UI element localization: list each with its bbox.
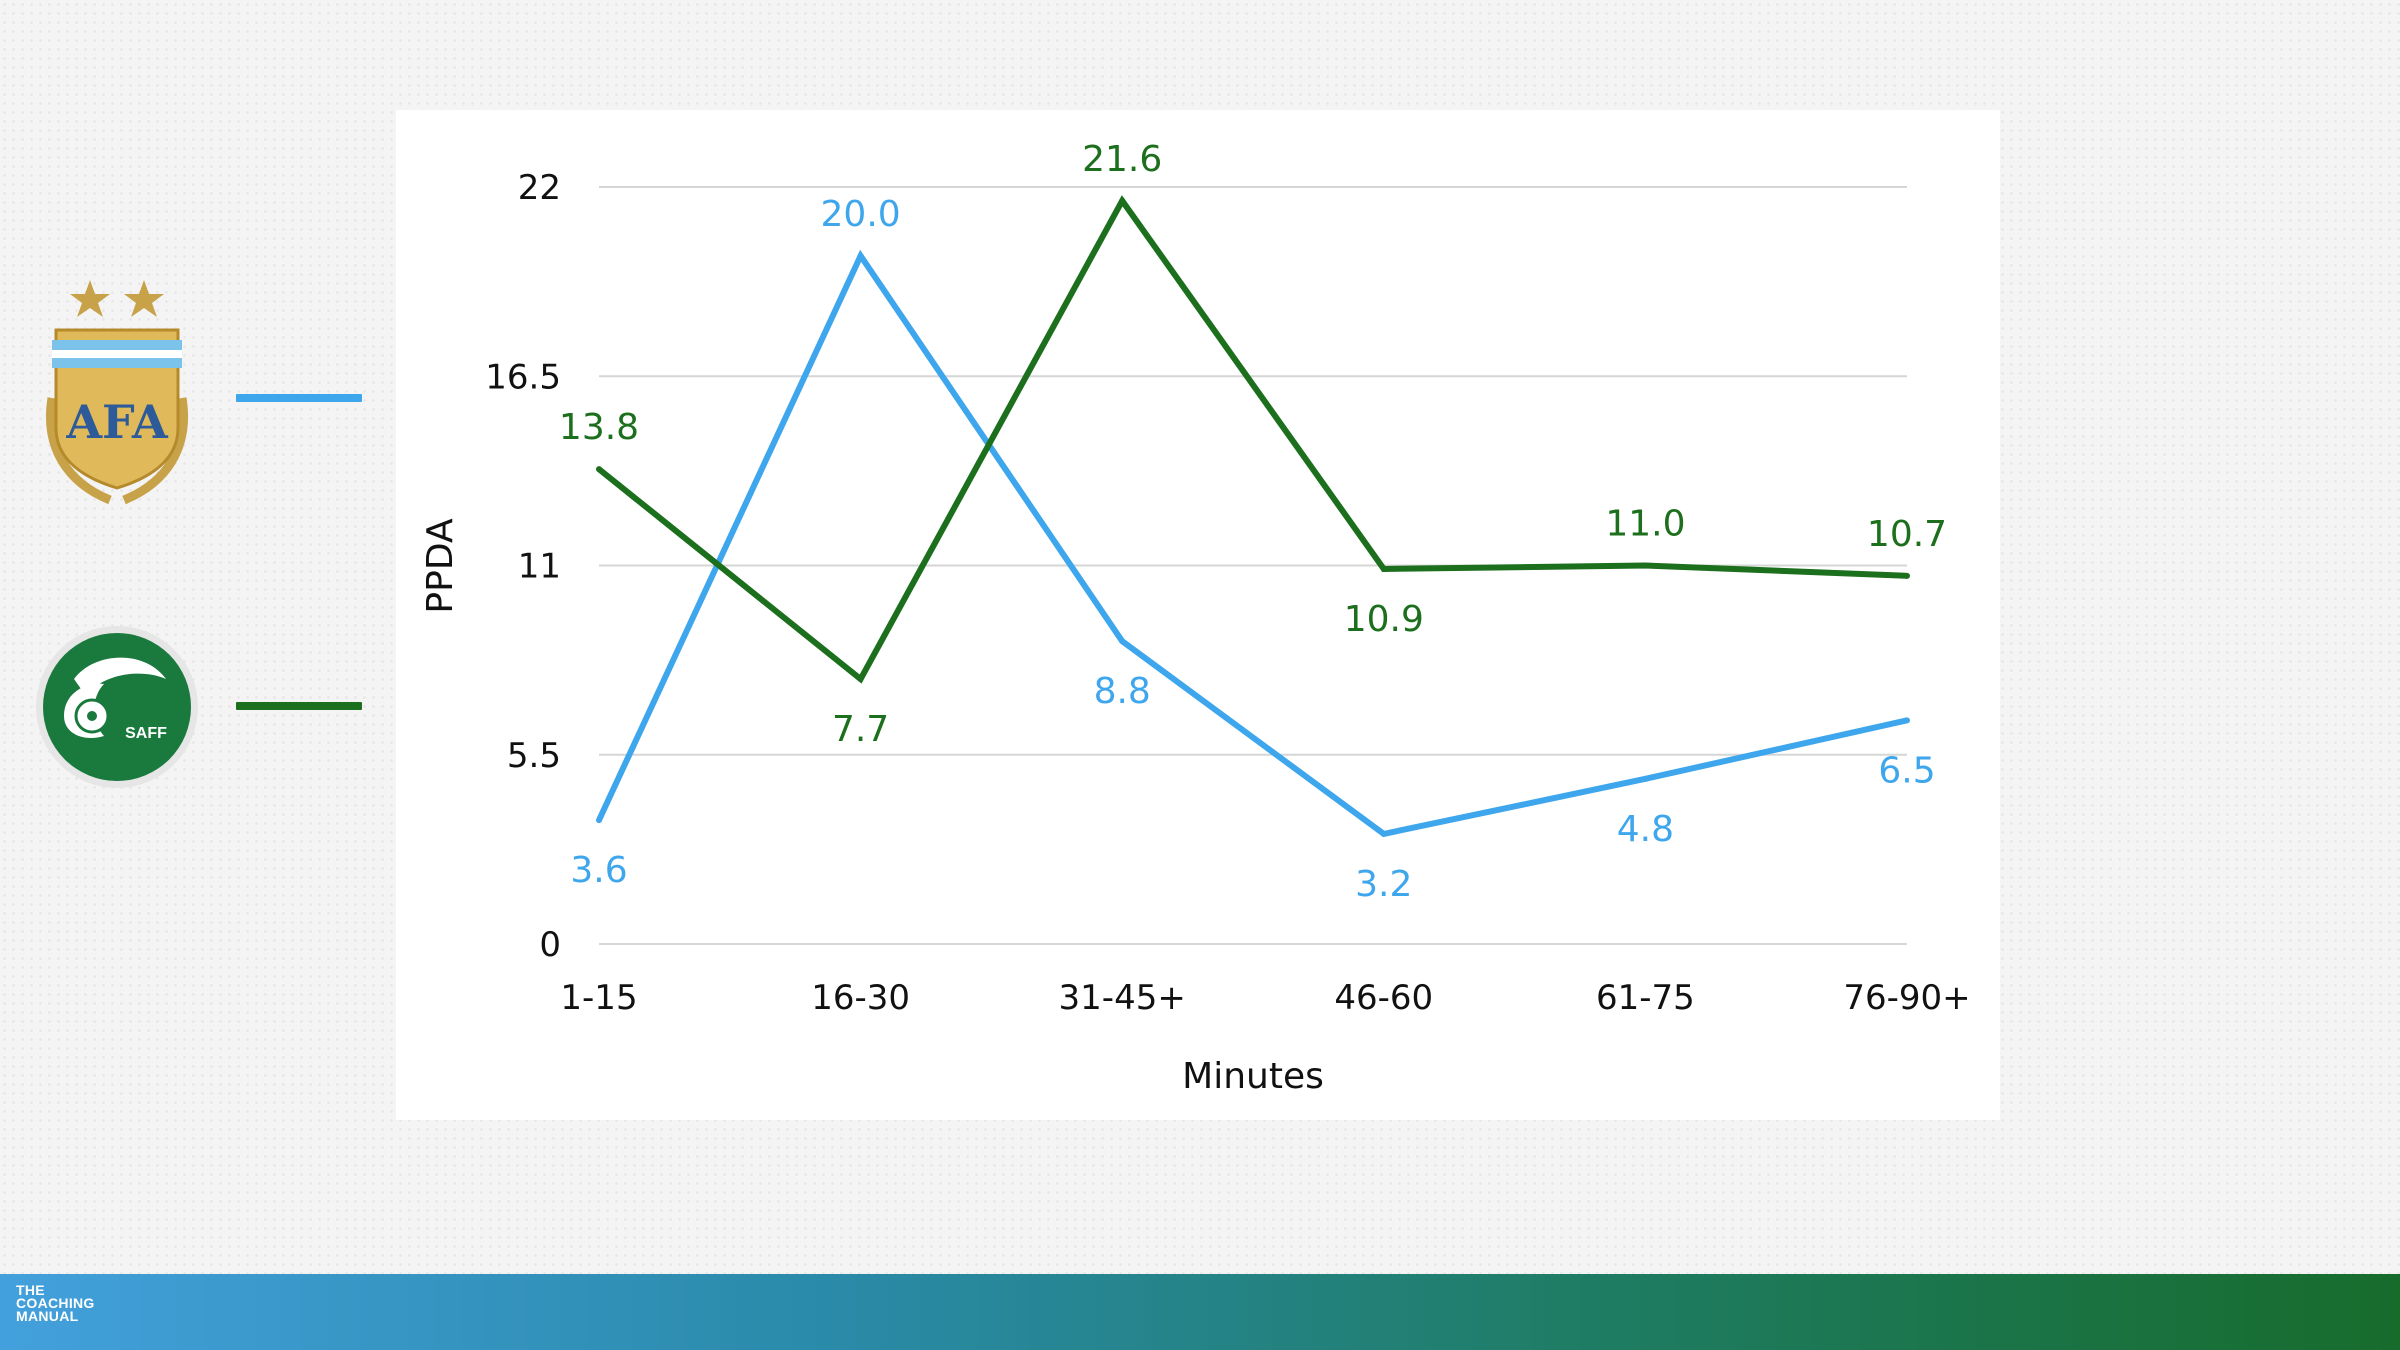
argentina-series-line: [596, 249, 1908, 838]
y-tick-label-1: 5.5: [507, 736, 561, 776]
saudi-arabia-point-0: [596, 466, 602, 473]
x-tick-label-5: 76-90+: [1843, 978, 1970, 1018]
saudi-arabia-point-1: [857, 676, 864, 683]
argentina-point-4: [1642, 775, 1649, 782]
argentina-data-label-0: 3.6: [570, 850, 627, 891]
x-tick-label-1: 16-30: [811, 978, 910, 1018]
logo-line-1: THE: [16, 1282, 45, 1298]
saudi-crest-icon: SAFF: [34, 624, 200, 790]
saudi-arabia-data-label-0: 13.8: [559, 407, 639, 448]
argentina-legend-line: [236, 394, 362, 402]
chart-panel: 0 5.5 11 16.5 22 1-15 16-30 31-45+ 46-60 61-75 76…: [396, 110, 2000, 1120]
x-tick-label-2: 31-45+: [1059, 978, 1186, 1018]
saudi-arabia-point-2: [1119, 197, 1126, 204]
ppda-line-chart: 0 5.5 11 16.5 22 1-15 16-30 31-45+ 46-60 61-75 76…: [420, 139, 1971, 1097]
x-tick-labels: 1-15 16-30 31-45+ 46-60 61-75 76-90+: [560, 978, 1970, 1018]
saudi-arabia-data-label-3: 10.9: [1344, 599, 1424, 640]
argentina-data-label-1: 20.0: [821, 194, 901, 235]
argentina-crest-icon: AFA: [38, 278, 196, 513]
y-tick-label-0: 0: [539, 925, 561, 965]
argentina-crest-text: AFA: [65, 395, 169, 449]
grid-layer: [599, 186, 1907, 945]
argentina-data-label-3: 3.2: [1355, 864, 1412, 905]
logo-line-3: MANUAL: [16, 1308, 79, 1324]
argentina-data-label-2: 8.8: [1094, 671, 1151, 712]
saudi-arabia-point-4: [1642, 562, 1649, 569]
argentina-point-2: [1119, 638, 1126, 645]
data-labels: 3.6 20.0 8.8 3.2 4.8 6.5 13.8 7.7 21.6 10.9 11.0 10…: [559, 139, 1947, 905]
x-tick-label-4: 61-75: [1596, 978, 1695, 1018]
saudi-arabia-series-line: [597, 195, 1908, 684]
saudi-arabia-data-label-2: 21.6: [1082, 139, 1162, 180]
saudi-arabia-data-label-1: 7.7: [832, 709, 889, 750]
coaching-manual-logo: THE COACHING MANUAL: [16, 1282, 126, 1344]
argentina-point-5: [1904, 717, 1910, 724]
saudi-arabia-point-5: [1904, 572, 1910, 579]
x-axis-label: Minutes: [1182, 1056, 1324, 1097]
saudi-legend-line: [236, 702, 362, 710]
y-tick-labels: 0 5.5 11 16.5 22: [485, 168, 561, 965]
footer-bar: THE COACHING MANUAL: [0, 1274, 2400, 1350]
argentina-point-3: [1380, 830, 1387, 837]
saudi-arabia-data-label-4: 11.0: [1605, 504, 1685, 545]
argentina-data-label-4: 4.8: [1617, 809, 1674, 850]
argentina-point-0: [596, 817, 602, 824]
x-tick-label-3: 46-60: [1334, 978, 1433, 1018]
x-tick-label-0: 1-15: [560, 978, 637, 1018]
y-tick-label-3: 16.5: [485, 357, 561, 397]
logo-line-2: COACHING: [16, 1295, 95, 1311]
y-tick-label-2: 11: [518, 547, 561, 587]
saudi-arabia-point-3: [1380, 565, 1387, 572]
y-tick-label-4: 22: [518, 168, 561, 208]
y-axis-label: PPDA: [420, 518, 461, 614]
argentina-point-1: [857, 252, 864, 259]
saudi-crest-text: SAFF: [125, 725, 167, 742]
series-layer: [596, 195, 1910, 838]
saudi-arabia-data-label-5: 10.7: [1867, 514, 1947, 555]
argentina-data-label-5: 6.5: [1878, 750, 1935, 791]
